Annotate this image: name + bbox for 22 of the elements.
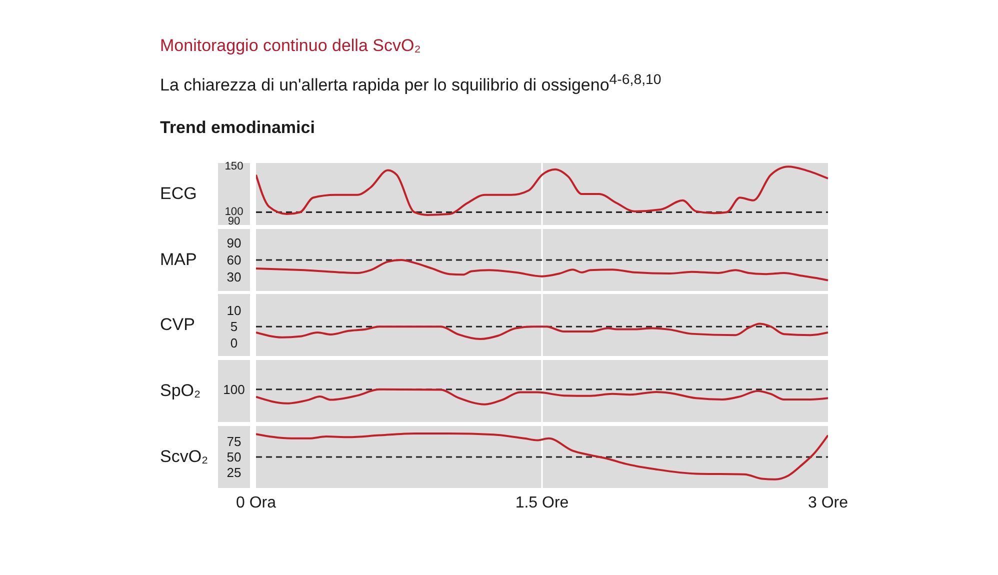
y-axis-title: ECG: [160, 183, 197, 205]
y-tick-label: 90: [226, 235, 242, 250]
y-axis-title: SpO₂: [160, 380, 201, 402]
x-tick-label: 1.5 Ore: [515, 494, 569, 512]
y-axis-title: ScvO₂: [160, 446, 208, 468]
y-axis-title: CVP: [160, 314, 195, 336]
chart-subtitle: La chiarezza di un'allerta rapida per lo squilibrio di ossigeno$^{4-6,8,10}$: [160, 72, 662, 96]
y-tick-label: 10: [226, 303, 242, 318]
y-tick-label: 25: [226, 464, 242, 480]
y-tick-label: 5: [230, 320, 238, 335]
text: Trend emodinamici: [160, 118, 315, 138]
y-tick-label: 150: [224, 160, 244, 173]
y-axis-title: MAP: [160, 248, 197, 271]
x-tick-label: 3 Ore: [808, 494, 848, 512]
y-tick-label: 60: [226, 252, 242, 268]
y-tick-label: 30: [226, 269, 242, 284]
chart-title: Monitoraggio continuo della ScvO₂: [160, 36, 421, 56]
y-tick-label: 90: [228, 215, 240, 228]
y-tick-label: 0: [230, 336, 238, 351]
x-tick-label: 0 Ora: [236, 494, 276, 512]
y-tick-label: 50: [226, 449, 242, 464]
y-tick-label: 75: [226, 434, 242, 449]
